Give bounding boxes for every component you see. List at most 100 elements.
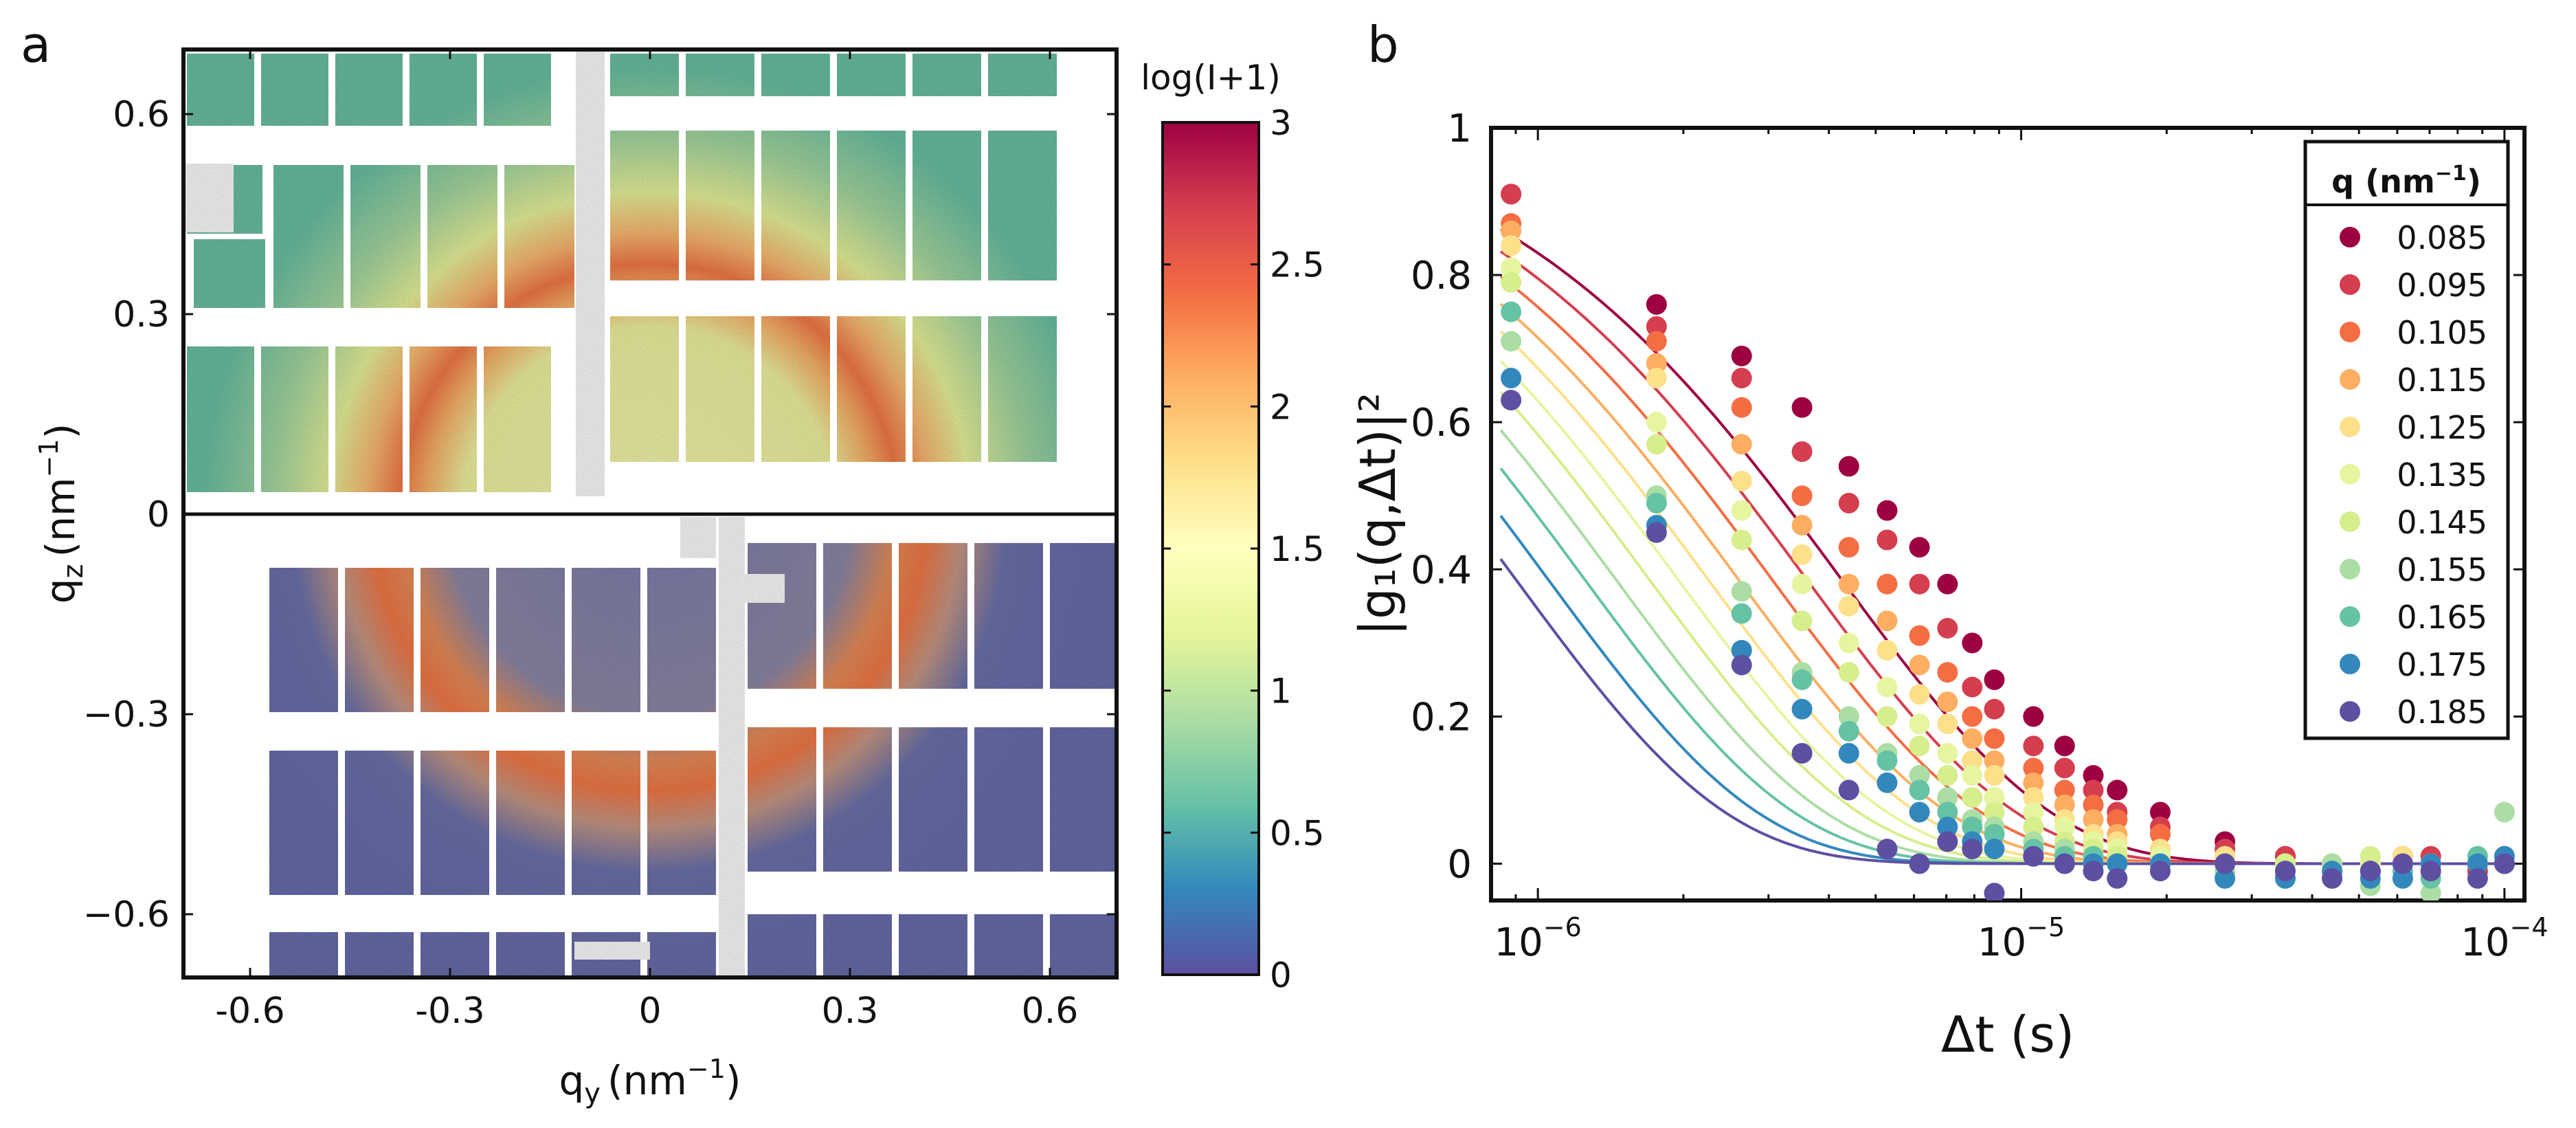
- detector-module: [1050, 914, 1117, 977]
- data-point-0.145: [1501, 272, 1522, 293]
- data-point-0.105: [1838, 537, 1859, 558]
- y-tick-label-a: 0.3: [113, 294, 170, 335]
- data-point-0.135: [1646, 412, 1667, 433]
- data-point-0.185: [2215, 853, 2236, 874]
- x-tick-label-b: 10−6: [1494, 912, 1582, 965]
- data-point-0.155: [1731, 581, 1752, 602]
- detector-module: [261, 346, 328, 492]
- legend-items: 0.085 0.095 0.105 0.115 0.125 0.135 0.145 0.155…: [2340, 219, 2487, 731]
- data-point-0.155: [2494, 801, 2515, 823]
- data-point-0.125: [1791, 544, 1813, 565]
- data-point-0.115: [1909, 654, 1930, 676]
- legend-marker: [2340, 559, 2360, 579]
- data-point-0.155: [1501, 331, 1522, 352]
- colorbar-ticks: 3 2.5 2 1.5 1 0.5 0: [1163, 103, 1325, 995]
- data-point-0.125: [1962, 750, 1983, 771]
- y-tick-label-a: 0: [147, 494, 170, 535]
- y-label-exp: −1: [34, 439, 64, 477]
- detector-module: [427, 165, 497, 308]
- detector-module: [345, 568, 414, 712]
- legend-title-exp: −1: [2435, 162, 2467, 186]
- detector-module: [261, 54, 328, 126]
- data-point-0.155: [1909, 765, 1930, 786]
- data-point-0.185: [2274, 861, 2296, 882]
- legend-label: 0.135: [2397, 456, 2487, 494]
- detector-module: [572, 751, 640, 895]
- legend-label: 0.165: [2397, 599, 2487, 636]
- heatmap-image: [183, 49, 1117, 977]
- legend-label: 0.185: [2397, 694, 2487, 731]
- legend-marker: [2340, 322, 2360, 342]
- detector-module: [187, 54, 254, 126]
- legend-marker: [2340, 606, 2360, 627]
- data-point-0.185: [1962, 839, 1983, 860]
- legend-label: 0.125: [2397, 409, 2487, 446]
- data-point-0.145: [1877, 706, 1898, 727]
- data-point-0.145: [1646, 434, 1667, 455]
- detector-module: [345, 751, 414, 895]
- data-point-0.155: [1937, 787, 1958, 808]
- legend-title-close: ): [2467, 163, 2481, 200]
- x-tick-label-a: 0: [638, 991, 661, 1032]
- data-point-0.165: [1501, 301, 1522, 322]
- detector-module: [1050, 727, 1117, 872]
- data-point-0.085: [1877, 500, 1898, 521]
- data-point-0.125: [1984, 765, 2005, 786]
- detector-module: [761, 316, 830, 462]
- detector-module: [899, 727, 967, 872]
- data-point-0.165: [1984, 823, 2005, 845]
- data-point-0.145: [2023, 816, 2044, 837]
- legend-marker: [2340, 701, 2360, 722]
- data-point-0.115: [1501, 220, 1522, 241]
- data-point-0.165: [1838, 720, 1859, 742]
- legend-label: 0.115: [2397, 362, 2487, 399]
- detector-module: [837, 316, 906, 462]
- detector-module: [269, 568, 338, 712]
- data-point-0.145: [2360, 845, 2381, 867]
- legend-marker: [2340, 274, 2360, 295]
- data-point-0.105: [2023, 757, 2044, 779]
- data-point-0.125: [1501, 235, 1522, 256]
- data-point-0.095: [1791, 441, 1813, 463]
- data-point-0.185: [1937, 831, 1958, 852]
- data-point-0.125: [2023, 787, 2044, 808]
- data-point-0.085: [1731, 345, 1752, 366]
- colorbar-tick-label: 3: [1270, 103, 1292, 143]
- detector-module: [988, 54, 1057, 96]
- detector-module: [761, 131, 830, 280]
- data-point-0.095: [1501, 184, 1522, 205]
- detector-gap: [680, 517, 716, 558]
- data-point-0.115: [1937, 691, 1958, 712]
- panel-a-label: a: [21, 16, 51, 74]
- x-tick-label-b: 10−4: [2461, 912, 2548, 965]
- data-point-0.105: [1909, 625, 1930, 646]
- data-point-0.105: [1731, 397, 1752, 418]
- detector-module: [335, 54, 403, 126]
- y-tick-label-b: 0.4: [1411, 548, 1472, 593]
- data-point-0.115: [2083, 809, 2104, 830]
- data-point-0.185: [2149, 861, 2171, 882]
- data-point-0.115: [2054, 794, 2075, 815]
- data-point-0.185: [1791, 742, 1813, 764]
- data-point-0.095: [1731, 367, 1752, 388]
- detector-module: [748, 543, 816, 689]
- x-tick-exp: −6: [1543, 912, 1582, 942]
- detector-module: [647, 932, 716, 977]
- data-point-0.095: [1646, 316, 1667, 338]
- detector-gap: [719, 517, 745, 977]
- legend: q (nm−1) 0.0850.0950.1050.1150.1250.1350…: [2303, 140, 2510, 740]
- detector-module: [572, 568, 640, 712]
- legend-title: q (nm−1): [2331, 162, 2481, 200]
- x-tick-exp: −5: [2026, 912, 2065, 942]
- y-tick-label-a: 0.6: [113, 94, 170, 135]
- detector-module: [837, 131, 906, 280]
- legend-marker: [2340, 369, 2360, 390]
- detector-module: [899, 543, 967, 689]
- legend-marker: [2340, 654, 2360, 674]
- data-point-0.115: [1877, 610, 1898, 632]
- data-point-0.095: [1937, 617, 1958, 639]
- y-label-sub: z: [58, 564, 89, 578]
- colorbar-tick-label: 1: [1270, 672, 1292, 711]
- detector-module: [610, 54, 679, 96]
